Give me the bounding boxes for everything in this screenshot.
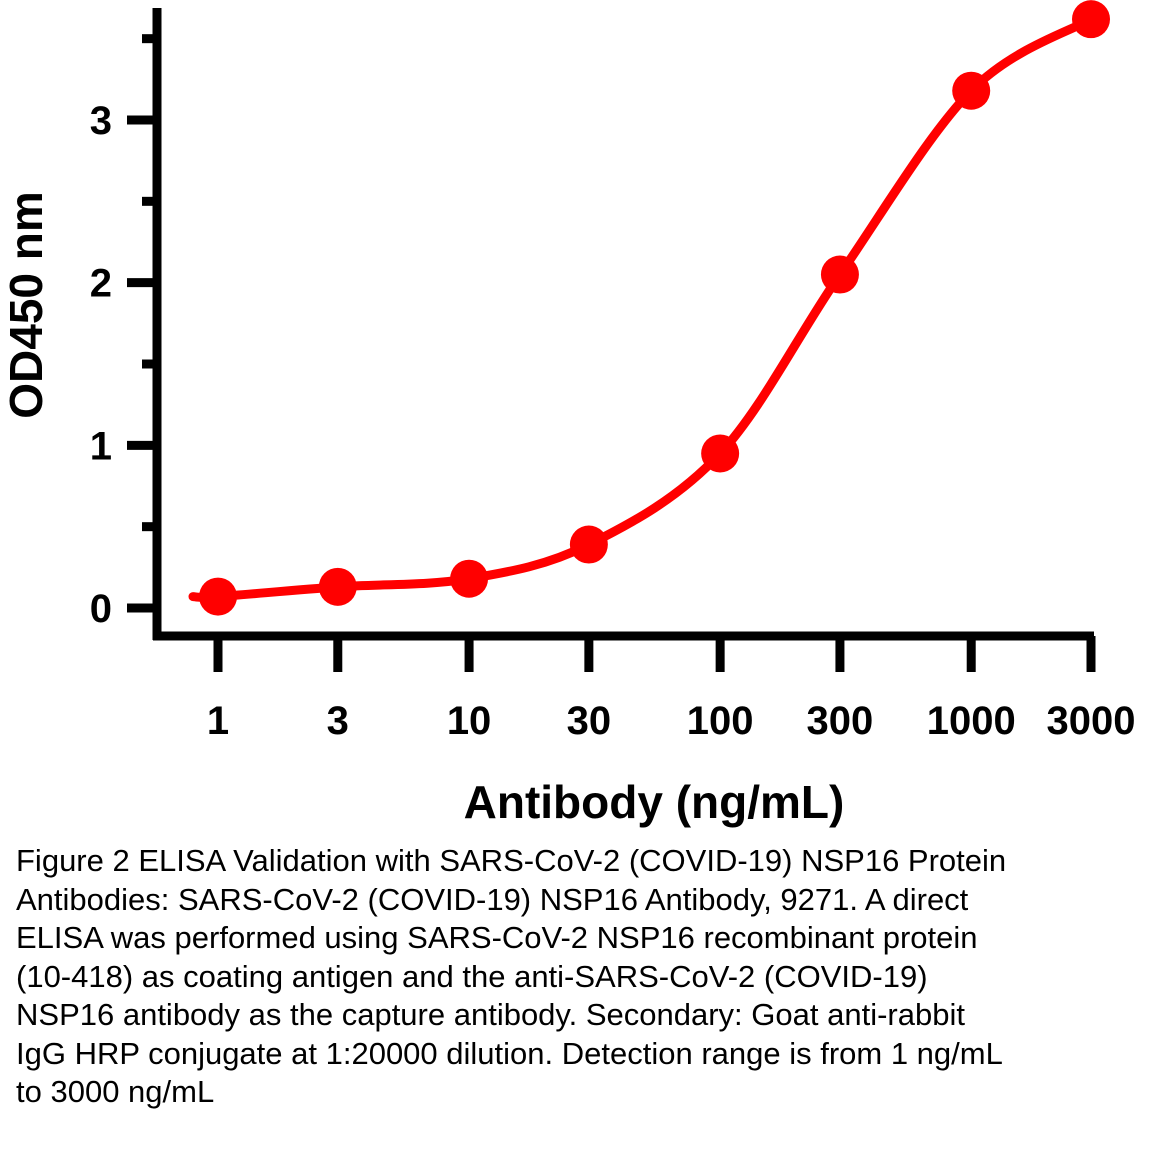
y-tick-label: 3 (90, 99, 112, 143)
data-point (199, 577, 237, 616)
y-axis-title: OD450 nm (0, 191, 52, 419)
data-point (1072, 0, 1110, 39)
fit-curve-layer (188, 14, 1096, 602)
x-tick-label: 10 (447, 699, 492, 743)
axes (127, 8, 1096, 672)
data-point (820, 255, 859, 294)
y-tick-label: 2 (90, 262, 112, 306)
x-tick-label: 100 (687, 699, 754, 743)
y-tick-label: 1 (90, 424, 112, 468)
x-tick-label: 300 (807, 699, 874, 743)
x-axis-title: Antibody (ng/mL) (464, 776, 845, 828)
data-points-layer (199, 0, 1110, 616)
tick-labels-layer: 0 1 2 3 1 3 10 30 100 300 1000 3000 (90, 99, 1136, 743)
x-tick-label: 1000 (927, 699, 1016, 743)
data-point (952, 71, 991, 110)
x-tick-label: 3000 (1047, 699, 1136, 743)
y-tick-label: 0 (90, 587, 112, 631)
data-point (569, 525, 608, 564)
data-point (318, 567, 357, 606)
fit-curve (188, 14, 1096, 602)
x-tick-label: 3 (327, 699, 349, 743)
x-tick-label: 1 (207, 699, 229, 743)
elisa-chart: 0 1 2 3 1 3 10 30 100 300 1000 3000 Antibody (ng/mL… (0, 0, 1136, 828)
data-point (450, 559, 489, 598)
data-point (701, 434, 740, 473)
figure-caption: Figure 2 ELISA Validation with SARS-CoV-… (16, 843, 1007, 1109)
x-tick-label: 30 (567, 699, 612, 743)
